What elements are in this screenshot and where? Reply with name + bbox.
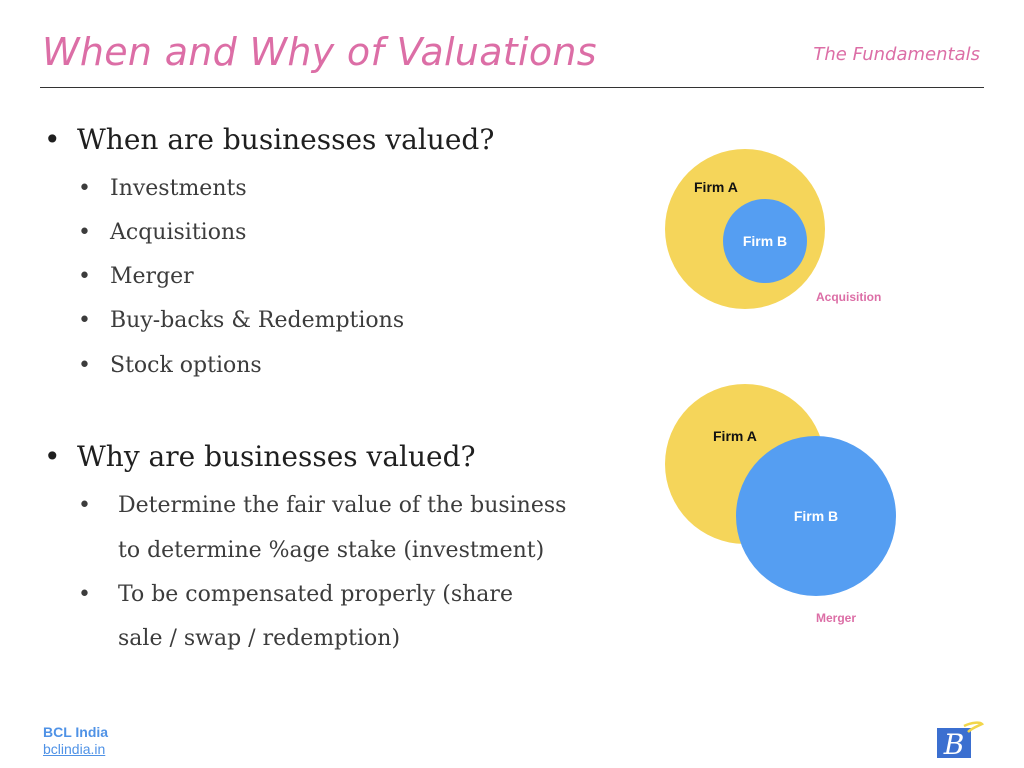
slide-title: When and Why of Valuations bbox=[42, 30, 597, 74]
bullet-dot: • bbox=[44, 440, 61, 473]
why-item-text: To be compensated properly (share bbox=[118, 582, 513, 607]
when-item: • Merger bbox=[78, 264, 194, 289]
logo-glyph: B bbox=[943, 728, 965, 760]
bullet-dot: • bbox=[78, 220, 91, 245]
acquisition-firm-a-label: Firm A bbox=[694, 179, 738, 195]
bcl-logo-icon: B bbox=[937, 721, 984, 760]
merger-firm-b-circle bbox=[736, 436, 896, 596]
title-divider bbox=[40, 87, 984, 88]
when-item: • Acquisitions bbox=[78, 220, 246, 245]
bullet-dot: • bbox=[78, 582, 91, 607]
why-heading: • Why are businesses valued? bbox=[44, 440, 476, 473]
merger-firm-a-label: Firm A bbox=[713, 428, 757, 444]
bullet-dot: • bbox=[78, 493, 91, 518]
merger-caption: Merger bbox=[816, 611, 856, 625]
why-item-text: Determine the fair value of the business bbox=[118, 493, 567, 518]
when-heading: • When are businesses valued? bbox=[44, 123, 494, 156]
acquisition-caption: Acquisition bbox=[816, 290, 881, 304]
when-item-text: Buy-backs & Redemptions bbox=[110, 308, 405, 333]
footer-website-link[interactable]: bclindia.in bbox=[43, 741, 106, 757]
bullet-dot: • bbox=[44, 123, 61, 156]
when-item: • Stock options bbox=[78, 353, 262, 378]
why-item-continuation: to determine %age stake (investment) bbox=[118, 538, 545, 563]
when-item-text: Acquisitions bbox=[110, 220, 247, 245]
acquisition-diagram: Firm A Firm B Acquisition bbox=[665, 149, 881, 309]
when-item: • Investments bbox=[78, 176, 247, 201]
slide-subtitle: The Fundamentals bbox=[813, 44, 980, 65]
merger-firm-b-label: Firm B bbox=[794, 508, 838, 524]
bullet-dot: • bbox=[78, 308, 91, 333]
why-item: • To be compensated properly (share bbox=[78, 582, 513, 607]
when-item-text: Stock options bbox=[110, 353, 262, 378]
acquisition-firm-b-label: Firm B bbox=[743, 233, 787, 249]
footer-org-name: BCL India bbox=[43, 724, 109, 740]
why-item: • Determine the fair value of the busines… bbox=[78, 493, 566, 518]
acquisition-firm-b-circle bbox=[723, 199, 807, 283]
why-item-continuation: sale / swap / redemption) bbox=[118, 626, 401, 651]
when-item-text: Investments bbox=[110, 176, 247, 201]
merger-diagram: Firm A Firm B Merger bbox=[665, 384, 896, 625]
when-item: • Buy-backs & Redemptions bbox=[78, 308, 404, 333]
when-item-text: Merger bbox=[110, 264, 194, 289]
bullet-dot: • bbox=[78, 353, 91, 378]
why-heading-text: Why are businesses valued? bbox=[77, 440, 476, 473]
bullet-dot: • bbox=[78, 176, 91, 201]
bullet-dot: • bbox=[78, 264, 91, 289]
when-heading-text: When are businesses valued? bbox=[77, 123, 495, 156]
